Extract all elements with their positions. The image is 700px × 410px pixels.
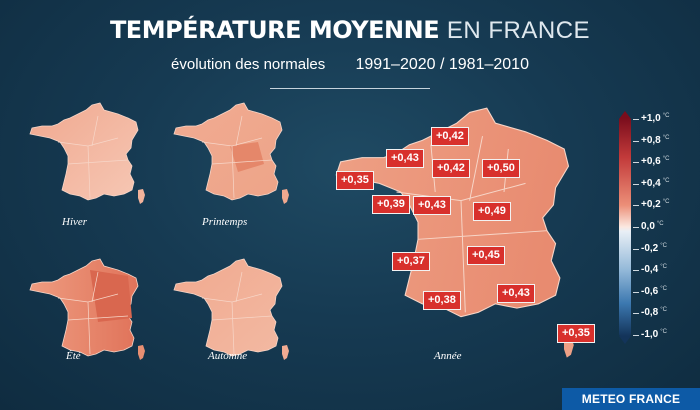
value-badge: +0,38	[423, 291, 461, 310]
legend-unit: °C	[662, 177, 670, 184]
legend-unit: °C	[660, 264, 667, 271]
legend-tick-value: -0,6	[641, 285, 659, 297]
legend-tick	[633, 140, 639, 142]
legend-unit: °C	[662, 113, 670, 119]
legend-color-bar	[619, 118, 631, 336]
legend-tick-value: +0,2	[641, 199, 661, 211]
map-automne	[173, 258, 283, 357]
value-badge: +0,35	[336, 171, 374, 190]
label-ete: Été	[66, 350, 81, 362]
map-hiver	[29, 102, 139, 201]
legend-unit: °C	[660, 242, 667, 249]
legend-tick-value: 0,0	[641, 221, 655, 232]
subtitle-left: évolution des normales	[171, 56, 326, 73]
map-annee	[335, 107, 570, 318]
map-ete	[29, 258, 139, 357]
value-badge: +0,49	[473, 202, 511, 221]
legend-unit: °C	[662, 199, 670, 206]
corsica-ete	[138, 345, 145, 360]
legend-tick	[633, 183, 639, 185]
legend-unit: °C	[660, 285, 667, 292]
legend-tick-label: -0,8 °C	[641, 307, 667, 318]
legend-tick	[633, 313, 639, 315]
legend-tick-label: +0,6 °C	[641, 156, 669, 167]
legend-tick-label: -0,2 °C	[641, 243, 667, 254]
label-printemps: Printemps	[202, 216, 248, 228]
value-badge: +0,35	[557, 324, 595, 343]
value-badge: +0,43	[386, 149, 424, 168]
legend-tick-label: +1,0 °C	[641, 113, 669, 124]
legend-tick-label: +0,2 °C	[641, 199, 669, 210]
legend-tick-label: -1,0 °C	[641, 329, 667, 340]
legend-tick-value: +0,8	[641, 134, 661, 146]
legend-tick-label: +0,4 °C	[641, 178, 669, 189]
legend-arrow-down-icon	[619, 336, 631, 344]
legend-tick	[633, 270, 639, 272]
legend-tick-label: -0,6 °C	[641, 286, 667, 297]
legend-unit: °C	[656, 221, 664, 227]
legend-tick-label: 0,0 °C	[641, 221, 664, 232]
legend-tick-value: -0,8	[641, 307, 659, 319]
legend-tick-label: -0,4 °C	[641, 264, 667, 275]
value-badge: +0,45	[467, 246, 505, 265]
legend-tick-value: +0,6	[641, 156, 661, 168]
title-bold: TEMPÉRATURE MOYENNE	[109, 16, 440, 44]
value-badge: +0,42	[432, 159, 470, 178]
legend-tick	[633, 227, 639, 228]
legend-unit: °C	[662, 156, 670, 163]
value-badge: +0,37	[392, 252, 430, 271]
subtitle: évolution des normales 1991–2020 / 1981–…	[0, 56, 700, 74]
divider	[270, 88, 430, 89]
corsica-hiver	[138, 189, 145, 204]
legend-tick-value: +0,4	[641, 177, 661, 189]
value-badge: +0,50	[482, 159, 520, 178]
corsica-automne	[282, 345, 289, 360]
legend-tick-value: -0,2	[641, 242, 659, 254]
label-annee: Année	[434, 350, 462, 362]
value-badge: +0,39	[372, 195, 410, 214]
legend-tick	[633, 162, 639, 164]
legend-tick	[633, 119, 639, 120]
brand-logo: METEO FRANCE	[562, 388, 700, 410]
legend-unit: °C	[660, 329, 667, 335]
legend-tick	[633, 335, 639, 336]
title-light: EN FRANCE	[446, 17, 591, 44]
page-title: TEMPÉRATURE MOYENNE EN FRANCE	[0, 14, 700, 45]
legend-arrow-up-icon	[619, 111, 631, 119]
label-automne: Automne	[208, 350, 248, 362]
map-printemps	[173, 102, 283, 201]
value-badge: +0,42	[431, 127, 469, 146]
legend-tick	[633, 248, 639, 250]
legend-tick	[633, 205, 639, 207]
value-badge: +0,43	[413, 196, 451, 215]
corsica-printemps	[282, 189, 289, 204]
legend-unit: °C	[662, 134, 670, 141]
legend-unit: °C	[660, 307, 667, 314]
legend-tick	[633, 291, 639, 293]
subtitle-periods: 1991–2020 / 1981–2010	[355, 56, 529, 73]
legend-tick-label: +0,8 °C	[641, 135, 669, 146]
legend-tick-value: -0,4	[641, 264, 659, 276]
label-hiver: Hiver	[62, 216, 88, 228]
legend-tick-value: -1,0	[641, 329, 659, 340]
value-badge: +0,43	[497, 284, 535, 303]
legend-tick-value: +1,0	[641, 113, 661, 124]
